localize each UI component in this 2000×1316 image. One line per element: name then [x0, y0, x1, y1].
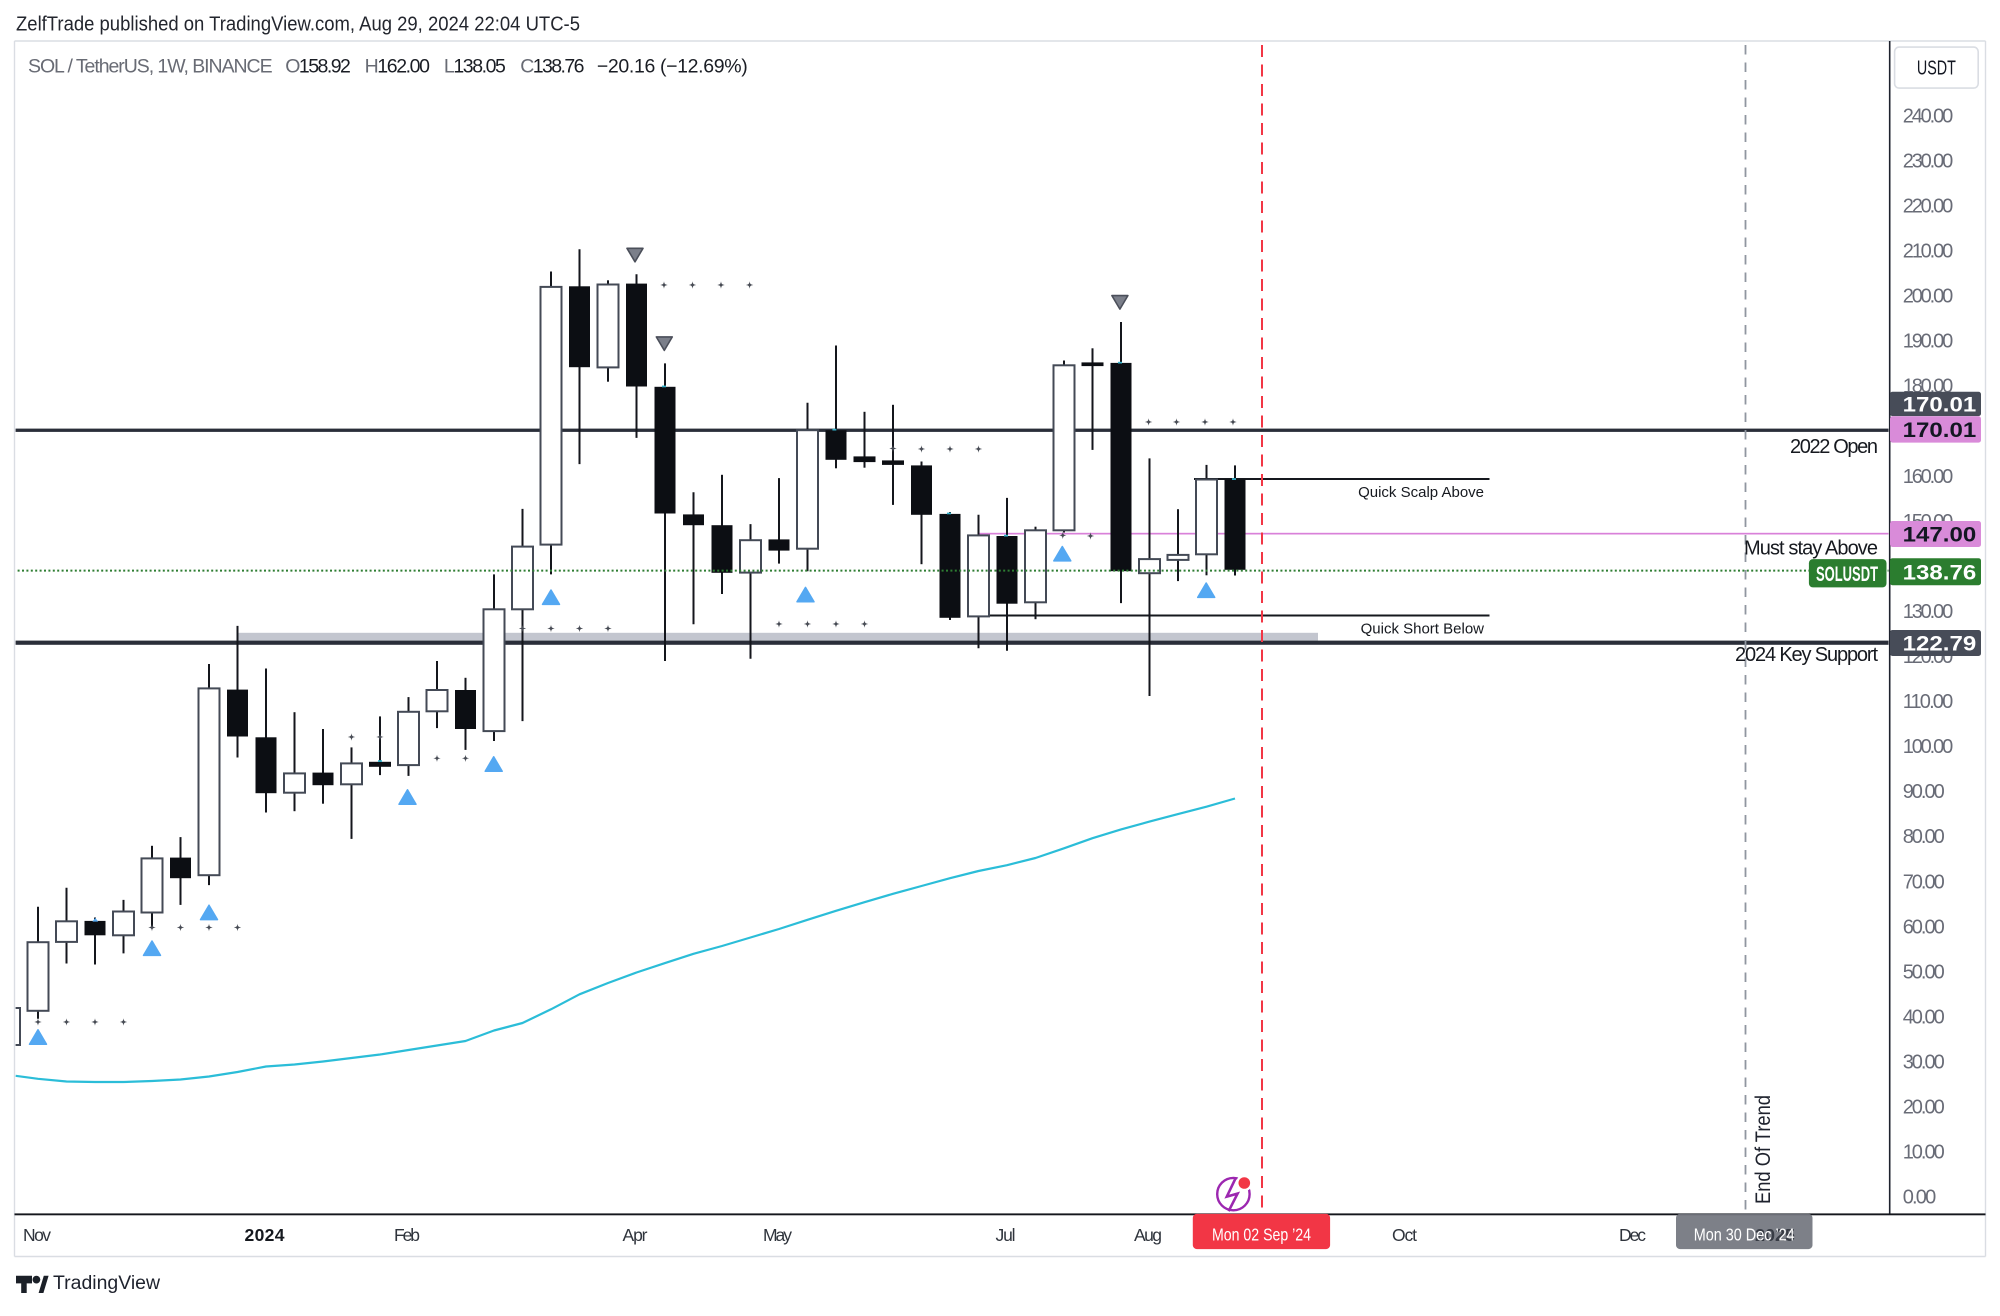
svg-text:220.00: 220.00: [1903, 195, 1954, 217]
svg-text:TradingView: TradingView: [53, 1273, 160, 1294]
svg-text:110.00: 110.00: [1903, 691, 1954, 713]
svg-text:122.79: 122.79: [1903, 633, 1977, 656]
svg-text:H162.00: H162.00: [365, 55, 431, 77]
svg-text:USDT: USDT: [1917, 57, 1956, 79]
svg-text:170.01: 170.01: [1903, 394, 1977, 417]
svg-text:2022 Open: 2022 Open: [1790, 436, 1878, 458]
svg-text:60.00: 60.00: [1903, 916, 1945, 938]
svg-text:−20.16 (−12.69%): −20.16 (−12.69%): [597, 55, 748, 77]
svg-text:Must stay Above: Must stay Above: [1744, 538, 1878, 560]
svg-text:Apr: Apr: [623, 1225, 648, 1245]
svg-text:70.00: 70.00: [1903, 871, 1945, 893]
svg-text:30.00: 30.00: [1903, 1052, 1945, 1074]
svg-text:End Of Trend: End Of Trend: [1752, 1095, 1775, 1204]
svg-text:210.00: 210.00: [1903, 241, 1954, 263]
svg-text:10.00: 10.00: [1903, 1142, 1945, 1164]
svg-text:Mon 02 Sep ’24: Mon 02 Sep ’24: [1212, 1225, 1311, 1245]
svg-text:ZelfTrade published on Trading: ZelfTrade published on TradingView.com, …: [16, 13, 580, 36]
svg-text:0.00: 0.00: [1903, 1187, 1937, 1209]
svg-text:100.00: 100.00: [1903, 736, 1954, 758]
svg-text:Oct: Oct: [1392, 1225, 1417, 1245]
svg-text:2024 Key Support: 2024 Key Support: [1735, 644, 1878, 666]
svg-text:Quick Short Below: Quick Short Below: [1361, 621, 1485, 638]
svg-text:190.00: 190.00: [1903, 331, 1954, 353]
svg-text:170.01: 170.01: [1903, 419, 1977, 442]
svg-text:40.00: 40.00: [1903, 1006, 1945, 1028]
svg-text:2024: 2024: [245, 1225, 285, 1245]
svg-text:130.00: 130.00: [1903, 601, 1954, 623]
svg-text:138.76: 138.76: [1903, 561, 1977, 584]
svg-text:Nov: Nov: [23, 1225, 51, 1245]
svg-text:Aug: Aug: [1134, 1225, 1162, 1245]
svg-text:May: May: [763, 1225, 792, 1245]
svg-text:2025: 2025: [1755, 1225, 1795, 1245]
svg-text:230.00: 230.00: [1903, 150, 1954, 172]
svg-text:SOLUSDT: SOLUSDT: [1816, 563, 1878, 586]
svg-text:Quick Scalp Above: Quick Scalp Above: [1358, 484, 1484, 501]
svg-text:Feb: Feb: [394, 1225, 420, 1245]
svg-text:O158.92: O158.92: [285, 55, 351, 77]
svg-text:90.00: 90.00: [1903, 781, 1945, 803]
svg-text:SOL / TetherUS, 1W, BINANCE: SOL / TetherUS, 1W, BINANCE: [28, 55, 273, 77]
svg-text:Jul: Jul: [996, 1225, 1016, 1245]
svg-text:160.00: 160.00: [1903, 466, 1954, 488]
svg-text:Dec: Dec: [1619, 1225, 1646, 1245]
svg-text:200.00: 200.00: [1903, 286, 1954, 308]
svg-text:240.00: 240.00: [1903, 105, 1954, 127]
svg-text:147.00: 147.00: [1903, 524, 1977, 547]
svg-text:20.00: 20.00: [1903, 1097, 1945, 1119]
svg-text:Mon 30 Dec ’24: Mon 30 Dec ’24: [1694, 1225, 1795, 1245]
svg-text:50.00: 50.00: [1903, 961, 1945, 983]
svg-text:L138.05: L138.05: [444, 55, 506, 77]
svg-text:C138.76: C138.76: [520, 55, 584, 77]
svg-text:80.00: 80.00: [1903, 826, 1945, 848]
